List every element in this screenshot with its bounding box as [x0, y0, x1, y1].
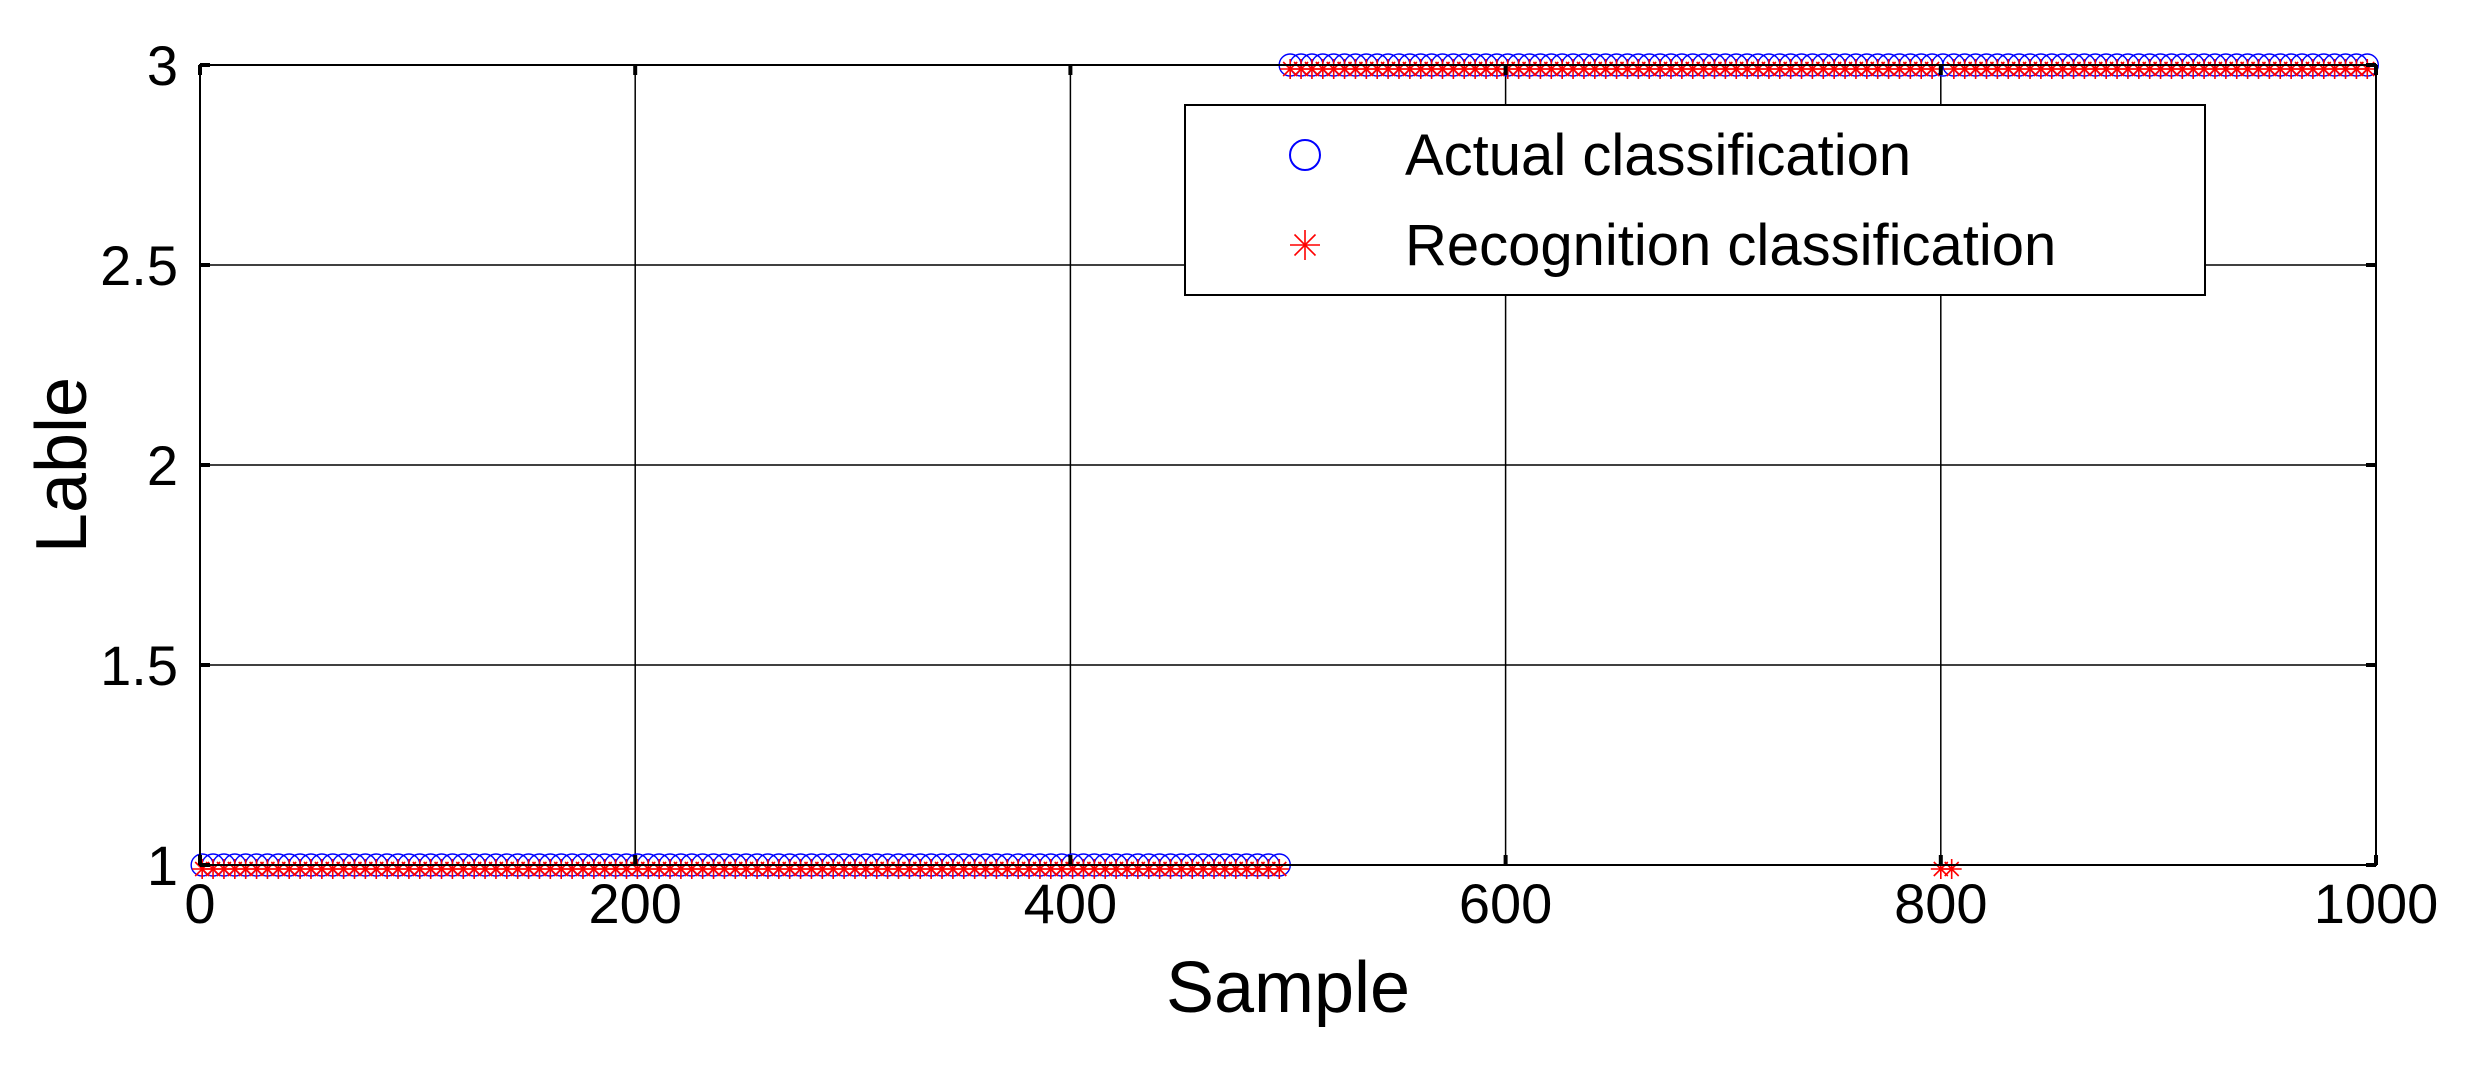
- y-axis-title: Lable: [22, 377, 102, 553]
- asterisk-marker: [1269, 859, 1290, 879]
- y-tick-label: 1: [147, 834, 178, 897]
- tick-layer: 0 200 400 600 800 1000 1 1.5 2 2.5 3: [100, 34, 2438, 935]
- x-tick-label: 1000: [2314, 872, 2439, 935]
- x-tick-label: 400: [1024, 872, 1117, 935]
- x-tick-label: 800: [1894, 872, 1987, 935]
- legend-marker-circle: [1289, 139, 1321, 171]
- x-tick-label: 0: [184, 872, 215, 935]
- y-tick-label: 2: [147, 434, 178, 497]
- legend: Actual classification Recognition classif…: [1184, 104, 2206, 296]
- y-tick-label: 1.5: [100, 634, 178, 697]
- x-tick-label: 600: [1459, 872, 1552, 935]
- x-axis-title: Sample: [1166, 948, 1410, 1028]
- asterisk-marker: [1290, 230, 1320, 260]
- legend-label: Recognition classification: [1405, 213, 2056, 278]
- y-tick-label: 3: [147, 34, 178, 97]
- legend-box: [1184, 104, 2206, 296]
- x-tick-label: 200: [588, 872, 681, 935]
- legend-label: Actual classification: [1405, 123, 1911, 188]
- y-tick-label: 2.5: [100, 234, 178, 297]
- legend-entries: Actual classification Recognition classif…: [1289, 123, 2056, 278]
